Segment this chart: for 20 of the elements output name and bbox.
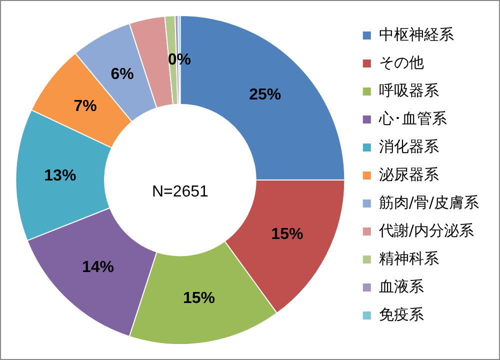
legend-label: 血液系 bbox=[378, 277, 424, 296]
data-label: 14% bbox=[82, 258, 114, 276]
data-label: 15% bbox=[182, 290, 215, 308]
legend-label: その他 bbox=[378, 53, 424, 72]
data-label: 13% bbox=[44, 168, 76, 185]
legend-label: 筋肉/骨/皮膚系 bbox=[378, 193, 479, 212]
legend-label: 呼吸器系 bbox=[378, 81, 439, 100]
legend-label: 免疫系 bbox=[378, 305, 424, 324]
legend-label: 精神科系 bbox=[378, 249, 439, 268]
data-label: 15% bbox=[271, 226, 304, 243]
data-label: 6% bbox=[110, 66, 134, 84]
legend-label: 消化器系 bbox=[378, 137, 439, 156]
legend-label: 心･血管系 bbox=[378, 109, 447, 128]
data-label: 0% bbox=[168, 51, 192, 68]
legend-label: 泌尿器系 bbox=[378, 165, 439, 184]
text: N=2651 bbox=[152, 183, 209, 200]
legend-label: 中枢神経系 bbox=[378, 25, 454, 44]
data-label: 7% bbox=[74, 98, 97, 115]
data-label: 25% bbox=[249, 86, 282, 104]
legend-label: 代謝/内分泌系 bbox=[378, 221, 474, 240]
